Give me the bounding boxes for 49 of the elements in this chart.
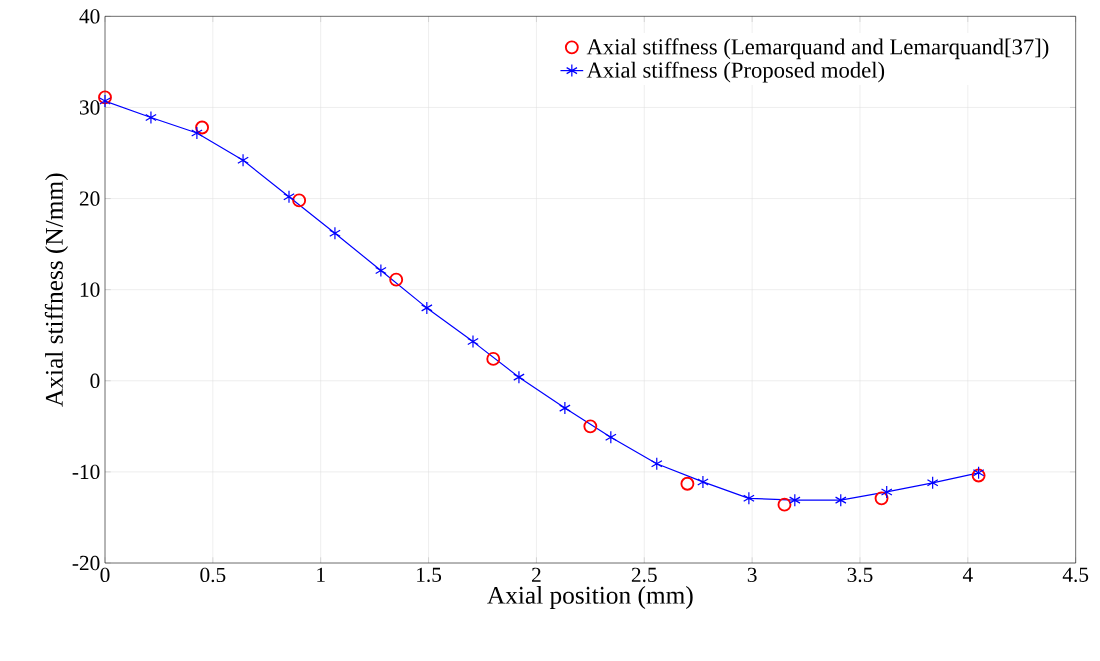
point bbox=[680, 476, 695, 491]
y-tick-label: 20 bbox=[79, 191, 100, 206]
x-tick-label: 0.5 bbox=[200, 567, 226, 583]
point bbox=[467, 335, 479, 349]
point bbox=[195, 120, 210, 135]
point bbox=[697, 475, 709, 489]
legend-label: Axial stiffness (Lemarquand and Lemarquand[37]) bbox=[586, 38, 1049, 60]
y-tick-label: -20 bbox=[72, 555, 100, 571]
point bbox=[375, 263, 387, 278]
y-tick-label: -10 bbox=[72, 464, 100, 480]
y-axis-title: Axial stiffness (N/mm) bbox=[44, 173, 69, 407]
point bbox=[605, 430, 617, 444]
point bbox=[486, 351, 501, 366]
point bbox=[880, 485, 893, 499]
x-tick-label: 2 bbox=[532, 567, 541, 582]
x-tick-label: 4.5 bbox=[1062, 567, 1089, 583]
point bbox=[145, 110, 157, 125]
x-tick-label: 2.5 bbox=[631, 567, 657, 583]
x-tick-label: 4 bbox=[962, 567, 973, 582]
point bbox=[329, 226, 341, 240]
y-tick-label: 0 bbox=[90, 373, 100, 388]
point bbox=[191, 126, 203, 140]
y-tick-label: 40 bbox=[79, 9, 100, 24]
point bbox=[283, 190, 295, 204]
x-tick-label: 0 bbox=[100, 567, 110, 583]
point bbox=[237, 153, 249, 167]
point bbox=[292, 193, 307, 208]
x-axis-title: Axial position (mm) bbox=[487, 586, 693, 609]
point bbox=[743, 491, 755, 505]
point bbox=[559, 401, 571, 415]
x-tick-label: 3.5 bbox=[847, 567, 873, 583]
point bbox=[421, 301, 433, 315]
point bbox=[513, 370, 525, 384]
y-tick-label: 10 bbox=[80, 282, 100, 297]
point bbox=[926, 476, 939, 490]
point bbox=[874, 491, 889, 506]
point bbox=[389, 272, 404, 287]
x-tick-label: 1 bbox=[317, 567, 325, 582]
point bbox=[777, 497, 792, 512]
point bbox=[789, 493, 801, 507]
point bbox=[650, 457, 663, 471]
point bbox=[99, 94, 111, 108]
legend-label: Axial stiffness (Proposed model) bbox=[586, 61, 885, 83]
point bbox=[583, 419, 598, 434]
y-tick-label: 30 bbox=[79, 100, 100, 115]
x-tick-label: 3 bbox=[747, 567, 757, 583]
x-tick-label: 1.5 bbox=[417, 567, 442, 583]
point bbox=[98, 90, 112, 105]
point bbox=[834, 493, 847, 507]
